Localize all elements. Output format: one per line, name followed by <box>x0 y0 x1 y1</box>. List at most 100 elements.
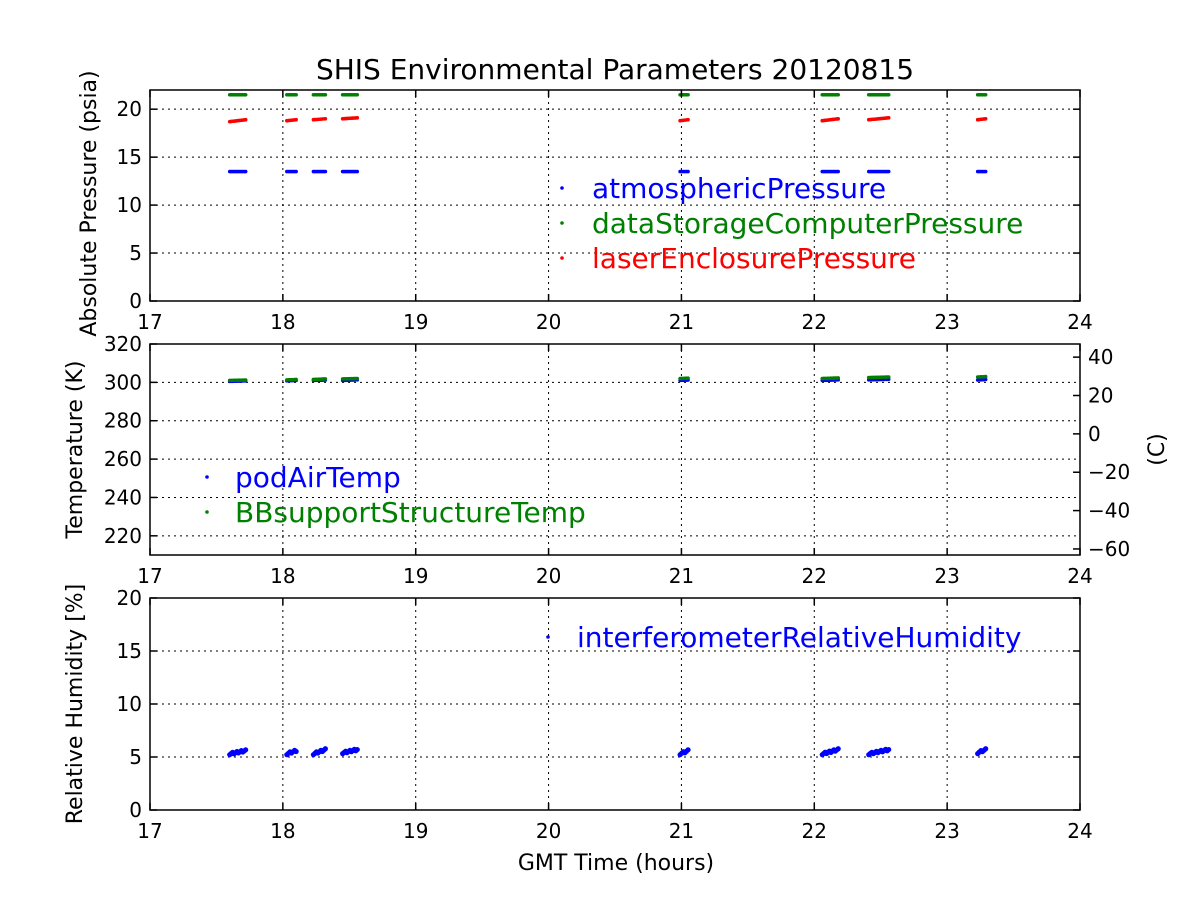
y2-axis-label: (C) <box>1145 433 1170 466</box>
data-point <box>322 746 328 752</box>
chart-panel-temperature: 17 18 19 20 21 22 23 24 220 240 260 280 300 320 −60 −40… <box>63 332 1170 588</box>
series-BBsupportStructureTemp <box>227 374 988 383</box>
x-tick-label: 17 <box>137 310 162 334</box>
data-point <box>323 92 328 97</box>
legend-entry: BBsupportStructureTemp <box>235 496 586 529</box>
x-tick-label: 20 <box>536 564 561 588</box>
chart-panel-pressure: 17 18 19 20 21 22 23 24 0 5 10 15 20 Absolute Pressur… <box>77 70 1093 336</box>
series-atmosphericPressure <box>227 169 988 174</box>
data-point <box>355 116 360 120</box>
y2-tick-label: 0 <box>1088 422 1101 446</box>
x-tick-label: 20 <box>536 310 561 334</box>
legend-entry: dataStorageComputerPressure <box>592 207 1023 240</box>
data-point <box>983 374 988 379</box>
data-point <box>886 116 891 120</box>
x-tick-label: 22 <box>802 819 827 843</box>
y2-tick-label: −40 <box>1088 499 1130 523</box>
x-tick-label: 22 <box>802 564 827 588</box>
data-point <box>354 746 360 753</box>
data-point <box>294 117 298 122</box>
data-point <box>243 378 248 382</box>
legend-marker <box>560 221 564 225</box>
data-point <box>686 92 690 97</box>
x-tick-label: 20 <box>536 819 561 843</box>
data-point <box>686 376 690 380</box>
x-tick-label: 17 <box>137 819 162 843</box>
x-tick-label: 23 <box>934 564 959 588</box>
data-point <box>294 169 298 174</box>
chart-panel-humidity: 17 18 19 20 21 22 23 24 0 5 10 15 20 Relative Humidit… <box>63 584 1093 876</box>
x-tick-label: 19 <box>403 819 428 843</box>
data-point <box>686 169 690 174</box>
x-tick-label: 19 <box>403 564 428 588</box>
series-interferometerRelativeHumidity <box>227 746 989 758</box>
data-point <box>323 169 328 174</box>
data-point <box>243 169 248 174</box>
x-tick-label: 18 <box>270 310 295 334</box>
data-point <box>243 747 249 753</box>
legend: interferometerRelativeHumidity <box>546 621 1021 654</box>
data-point <box>685 747 691 753</box>
y-tick-label: 320 <box>104 332 142 356</box>
data-point <box>983 169 988 174</box>
x-tick-label: 24 <box>1067 310 1092 334</box>
x-axis-label: GMT Time (hours) <box>518 851 714 876</box>
data-point <box>243 92 248 97</box>
y-tick-label: 10 <box>117 692 142 716</box>
y-tick-label: 15 <box>117 639 142 663</box>
data-point <box>983 92 988 97</box>
legend-marker <box>560 186 564 190</box>
x-tick-label: 22 <box>802 310 827 334</box>
x-tick-label: 24 <box>1067 819 1092 843</box>
y2-tick-label: 20 <box>1088 384 1113 408</box>
legend-marker <box>546 635 550 639</box>
data-point <box>886 169 891 174</box>
x-tick-label: 18 <box>270 819 295 843</box>
y-tick-label: 20 <box>117 586 142 610</box>
data-point <box>355 169 360 174</box>
data-point <box>886 375 891 379</box>
x-tick-label: 23 <box>934 310 959 334</box>
legend-entry: atmosphericPressure <box>592 172 886 205</box>
data-point <box>293 748 299 755</box>
data-point <box>886 92 891 97</box>
y-tick-label: 15 <box>117 145 142 169</box>
y-tick-label: 240 <box>104 485 142 509</box>
y2-tick-label: 40 <box>1088 345 1113 369</box>
plot-frame <box>149 343 1081 556</box>
x-tick-label: 18 <box>270 564 295 588</box>
y2-tick-label: −20 <box>1088 460 1130 484</box>
legend-marker <box>560 256 564 260</box>
y-tick-label: 260 <box>104 447 142 471</box>
y-axis-label: Relative Humidity [%] <box>63 584 88 825</box>
data-point <box>323 116 328 121</box>
y-tick-label: 10 <box>117 193 142 217</box>
x-tick-label: 24 <box>1067 564 1092 588</box>
x-tick-label: 21 <box>669 310 694 334</box>
x-tick-label: 23 <box>934 819 959 843</box>
y-tick-label: 0 <box>129 289 142 313</box>
legend-entry: laserEnclosurePressure <box>592 242 916 275</box>
legend: atmosphericPressuredataStorageComputerPr… <box>560 172 1023 275</box>
data-point <box>294 92 298 97</box>
y-axis-label: Absolute Pressure (psia) <box>77 70 102 336</box>
data-point <box>836 116 840 121</box>
data-point <box>983 377 988 382</box>
y-tick-label: 5 <box>129 241 142 265</box>
y-axis-label: Temperature (K) <box>63 361 88 540</box>
legend-marker <box>205 475 209 479</box>
y-tick-label: 0 <box>129 798 142 822</box>
data-point <box>355 376 360 381</box>
legend-entry: podAirTemp <box>235 461 401 494</box>
legend-entry: interferometerRelativeHumidity <box>577 621 1021 654</box>
data-point <box>323 377 328 381</box>
y2-tick-label: −60 <box>1088 537 1130 561</box>
y-tick-label: 5 <box>129 745 142 769</box>
data-point <box>836 92 840 97</box>
data-point <box>836 376 840 380</box>
legend-marker <box>205 510 209 514</box>
x-tick-label: 21 <box>669 819 694 843</box>
data-point <box>836 169 840 174</box>
series-dataStorageComputerPressure <box>227 92 988 97</box>
